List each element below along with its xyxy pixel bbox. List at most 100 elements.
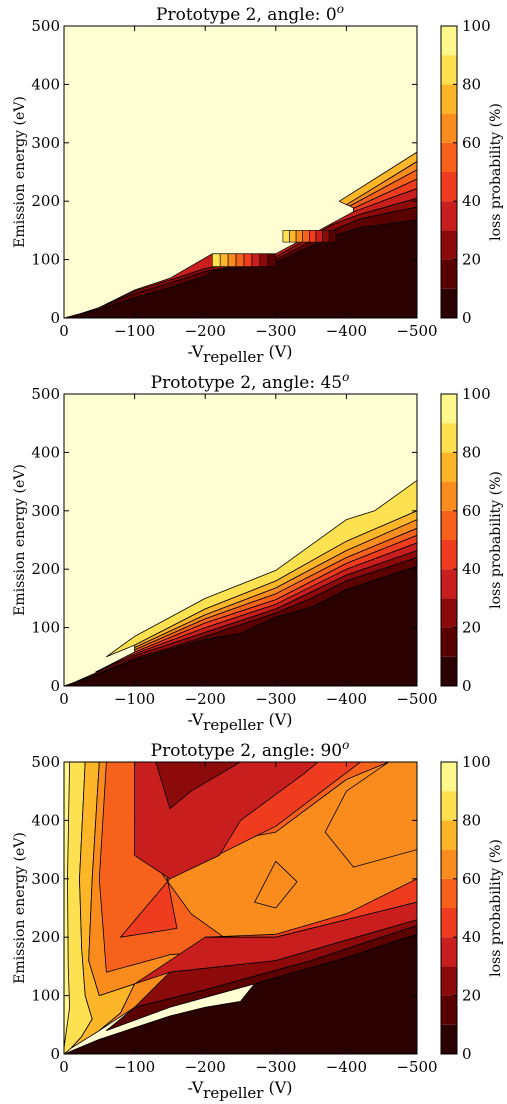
x-tick-label: −100 [114, 690, 155, 708]
contour-band [212, 253, 221, 267]
colorbar-swatch [441, 1024, 457, 1054]
colorbar-swatch [441, 452, 457, 482]
colorbar-swatch [441, 259, 457, 289]
y-tick-label: 300 [31, 502, 60, 520]
colorbar-swatch [441, 481, 457, 511]
colorbar-tick-label: 0 [462, 309, 472, 327]
colorbar-frame [440, 761, 458, 1055]
colorbar-swatch [441, 878, 457, 908]
plot-frame [63, 761, 418, 1055]
colorbar-swatch [441, 908, 457, 938]
plot-area [63, 25, 418, 319]
chart-title-superscript: o [337, 2, 344, 16]
colorbar-tick-label: 0 [462, 677, 472, 695]
colorbar-swatch [441, 569, 457, 599]
colorbar-swatch [441, 627, 457, 657]
colorbar-swatch [441, 394, 457, 424]
colorbar-swatch [441, 84, 457, 114]
colorbar-frame [440, 25, 458, 319]
chart-title-superscript: o [342, 738, 349, 752]
x-tick-labels: 0 −100 −200 −300 −400 −500 [59, 762, 438, 1076]
y-axis-label: Emission energy (eV) [12, 464, 28, 616]
colorbar-tick-label: 60 [462, 134, 481, 152]
x-tick-label: −200 [185, 1058, 226, 1076]
y-tick-labels: 0 100 200 300 400 500 [31, 385, 417, 695]
x-tick-label: −300 [255, 690, 296, 708]
contour-region [155, 762, 241, 810]
x-tick-label: −100 [114, 322, 155, 340]
x-tick-label: −400 [326, 322, 367, 340]
colorbar-tick-label: 40 [462, 560, 481, 578]
colorbar-swatch [441, 791, 457, 821]
contour-band [295, 230, 304, 243]
colorbar-swatch [441, 55, 457, 85]
x-axis-label: -Vrepeller (V) [187, 342, 292, 366]
colorbar-tick-label: 40 [462, 928, 481, 946]
colorbar-label: loss probability (%) [488, 471, 504, 609]
x-axis-label-unit: (V) [263, 710, 292, 729]
y-tick-label: 0 [50, 309, 60, 327]
contour-band [251, 253, 261, 267]
contour-band [282, 230, 290, 243]
contour-chart-angle-45: Prototype 2, angle: 45o 0 −100 −200 −300 −40… [12, 370, 504, 734]
x-axis-label-text: -V [187, 342, 203, 361]
y-tick-labels: 0 100 200 300 400 500 [31, 17, 417, 327]
x-tick-label: −300 [255, 1058, 296, 1076]
colorbar-label: loss probability (%) [488, 839, 504, 977]
y-tick-label: 500 [31, 17, 60, 35]
contour-band [322, 230, 330, 243]
x-tick-label: 0 [59, 322, 69, 340]
colorbar: 0 20 40 60 80 100 [440, 17, 491, 327]
x-axis-label-subscript: repeller [203, 716, 264, 734]
x-axis-label-subscript: repeller [203, 348, 264, 366]
colorbar-label: loss probability (%) [488, 103, 504, 241]
x-tick-label: −200 [185, 322, 226, 340]
chart-title-text: Prototype 2, angle: 0 [156, 5, 337, 25]
contour-band [227, 253, 237, 267]
x-tick-label: −500 [396, 322, 437, 340]
y-tick-label: 500 [31, 385, 60, 403]
colorbar-tick-label: 0 [462, 1045, 472, 1063]
x-tick-label: −400 [326, 1058, 367, 1076]
contour-band [308, 230, 317, 243]
colorbar-swatch [441, 172, 457, 202]
contour-region [106, 187, 417, 305]
contour-band [289, 230, 297, 243]
y-tick-label: 100 [31, 987, 60, 1005]
colorbar-swatch [441, 201, 457, 231]
y-axis-label: Emission energy (eV) [12, 96, 28, 248]
colorbar-tick-label: 40 [462, 192, 481, 210]
y-tick-label: 400 [31, 75, 60, 93]
colorbar-tick-label: 60 [462, 870, 481, 888]
contour-region [324, 762, 417, 868]
colorbar-tick-label: 20 [462, 619, 481, 637]
chart-title: Prototype 2, angle: 90o [151, 738, 350, 761]
x-axis-label-unit: (V) [263, 342, 292, 361]
x-axis-label-unit: (V) [263, 1078, 292, 1097]
x-tick-label: −200 [185, 690, 226, 708]
x-tick-label: 0 [59, 690, 69, 708]
contour-band [267, 253, 277, 267]
contour-region [106, 480, 417, 658]
x-axis-label-text: -V [187, 1078, 203, 1097]
plot-frame [63, 25, 418, 319]
y-tick-labels: 0 100 200 300 400 500 [31, 753, 417, 1063]
colorbar-tick-label: 100 [462, 385, 491, 403]
colorbar-tick-label: 60 [462, 502, 481, 520]
contour-region [349, 169, 417, 209]
x-tick-labels: 0 −100 −200 −300 −400 −500 [59, 26, 438, 340]
contour-band [315, 230, 323, 243]
colorbar-swatch [441, 230, 457, 260]
y-tick-label: 0 [50, 677, 60, 695]
chart-title-superscript: o [342, 370, 349, 384]
colorbar-swatch [441, 598, 457, 628]
colorbar-swatch [441, 966, 457, 996]
contour-region [64, 933, 417, 1054]
contour-band [259, 253, 269, 267]
contour-band [219, 253, 229, 267]
contour-chart-angle-90: Prototype 2, angle: 90o 0 −100 −200 −300 −40… [12, 738, 504, 1102]
colorbar-swatch [441, 26, 457, 56]
colorbar-swatch [441, 113, 457, 143]
x-axis-label-subscript: repeller [203, 1084, 264, 1102]
plot-frame [63, 393, 418, 687]
